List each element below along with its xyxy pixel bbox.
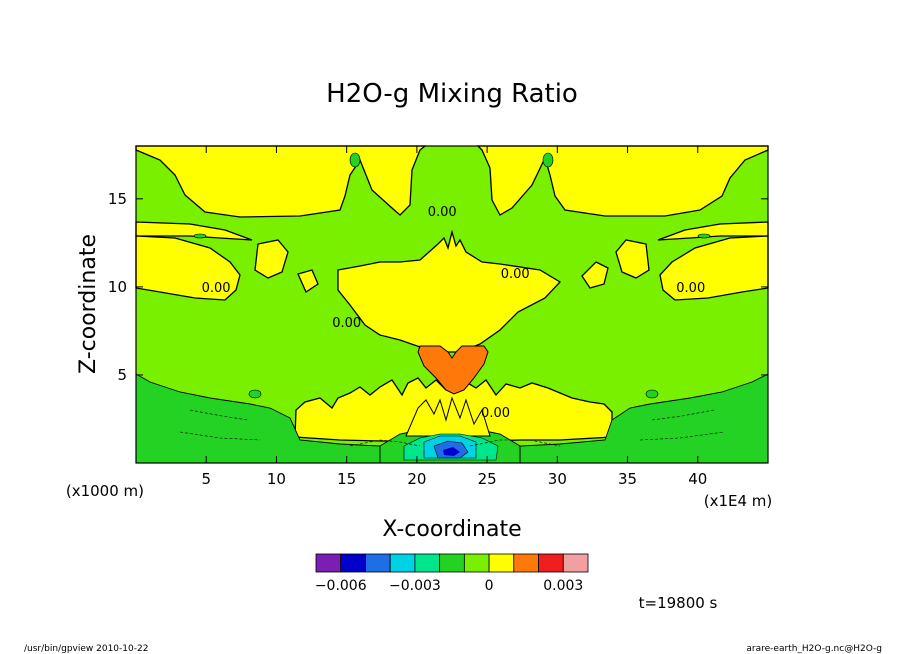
negative-dashed-contours <box>179 409 725 447</box>
yellow-lobe-right <box>659 235 769 301</box>
y-tick-label: 5 <box>117 366 127 384</box>
colorbar-swatch <box>463 553 490 573</box>
orange-maximum <box>417 345 489 395</box>
colorbar-swatch <box>315 553 342 573</box>
navy-core <box>443 447 460 456</box>
x-tick-label: 15 <box>337 470 356 488</box>
contour-label: 0.00 <box>481 406 510 421</box>
footer-right: arare-earth_H2O-g.nc@H2O-g <box>746 644 882 654</box>
yellow-blob-r2 <box>581 261 609 289</box>
x-axis: 5 10 15 20 25 30 35 40 <box>201 146 707 488</box>
colorbar-tick-label: −0.003 <box>389 578 441 594</box>
colorbar-swatch <box>562 553 589 573</box>
plot-area: 0.00 0.00 0.00 0.00 0.00 0.00 <box>135 145 769 464</box>
footer-left: /usr/bin/gpview 2010-10-22 <box>24 644 148 654</box>
chart-title: H2O-g Mixing Ratio <box>326 79 578 109</box>
colorbar-swatch <box>340 553 366 573</box>
time-label: t=19800 s <box>639 594 718 612</box>
yellow-central-plume <box>337 229 562 353</box>
x-tick-label: 5 <box>201 470 211 488</box>
contour-label: 0.00 <box>501 267 530 282</box>
colorbar-tick-label: −0.006 <box>315 578 367 594</box>
x-tick-label: 30 <box>548 470 567 488</box>
colorbar-swatch <box>365 553 391 573</box>
x-tick-label: 10 <box>267 470 286 488</box>
colorbar-tick-label: 0 <box>485 578 494 594</box>
plot-frame <box>135 145 769 464</box>
yellow-blob-l1 <box>254 239 289 279</box>
yellow-lobe-left <box>135 235 241 301</box>
colorbar-swatch <box>488 553 515 573</box>
contour-label: 0.00 <box>428 205 457 220</box>
colorbar-swatch <box>439 553 465 573</box>
y-axis: 5 10 15 <box>108 190 768 384</box>
small-green-spots <box>193 152 711 399</box>
x-tick-label: 40 <box>688 470 707 488</box>
x-unit-note: (x1E4 m) <box>704 492 773 510</box>
contour-label: 0.00 <box>676 281 705 296</box>
yellow-blob-l2 <box>297 269 319 293</box>
colorbar-swatch <box>538 553 564 573</box>
colorbar-swatch <box>513 553 539 573</box>
y-tick-label: 10 <box>108 278 127 296</box>
x-axis-label: X-coordinate <box>382 517 521 542</box>
y-tick-label: 15 <box>108 190 127 208</box>
x-tick-label: 35 <box>618 470 637 488</box>
yellow-regions <box>135 145 769 442</box>
x-tick-label: 25 <box>478 470 497 488</box>
yellow-blob-r1 <box>615 239 650 279</box>
y-unit-note: (x1000 m) <box>66 482 144 500</box>
colorbar-swatch <box>389 553 416 573</box>
contour-labels: 0.00 0.00 0.00 0.00 0.00 0.00 <box>202 205 706 421</box>
colorbar-tick-label: 0.003 <box>543 578 583 594</box>
colorbar-swatch <box>414 553 441 573</box>
y-axis-label: Z-coordinate <box>76 234 101 374</box>
colorbar: −0.006 −0.003 0 0.003 <box>315 553 589 594</box>
contour-label: 0.00 <box>202 281 231 296</box>
contour-label: 0.00 <box>332 316 361 331</box>
x-tick-label: 20 <box>407 470 426 488</box>
